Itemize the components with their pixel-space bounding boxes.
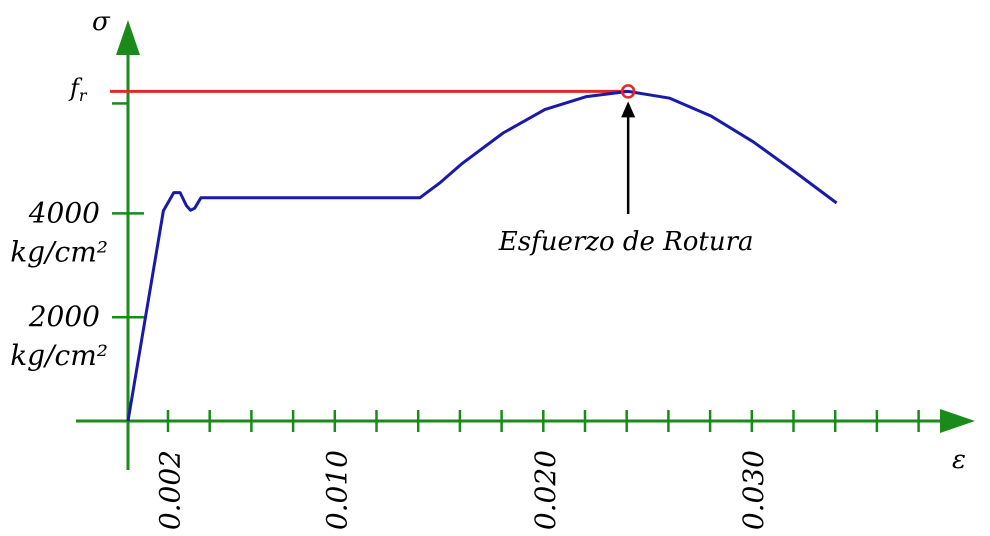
annotation-label: Esfuerzo de Rotura bbox=[498, 227, 754, 257]
x-axis-label: ε bbox=[952, 445, 966, 475]
y-axis-label: σ bbox=[92, 7, 111, 37]
fr-label: fr bbox=[68, 74, 88, 105]
rupture-point-marker bbox=[620, 84, 636, 99]
y-axis-arrowhead bbox=[116, 20, 140, 55]
x-axis-arrowhead bbox=[940, 409, 975, 433]
y-tick-unit-label: kg/cm² bbox=[10, 339, 108, 372]
stress-strain-curve bbox=[126, 89, 838, 422]
annotation-arrowhead bbox=[621, 101, 636, 118]
x-tick-label: 0.020 bbox=[529, 450, 562, 530]
x-tick-label: 0.002 bbox=[154, 450, 187, 530]
x-tick-label: 0.010 bbox=[320, 450, 353, 530]
x-tick-label: 0.030 bbox=[737, 450, 770, 530]
y-tick-value-label: 2000 bbox=[28, 300, 100, 333]
y-tick-value-label: 4000 bbox=[28, 196, 100, 229]
y-tick-unit-label: kg/cm² bbox=[10, 235, 108, 268]
